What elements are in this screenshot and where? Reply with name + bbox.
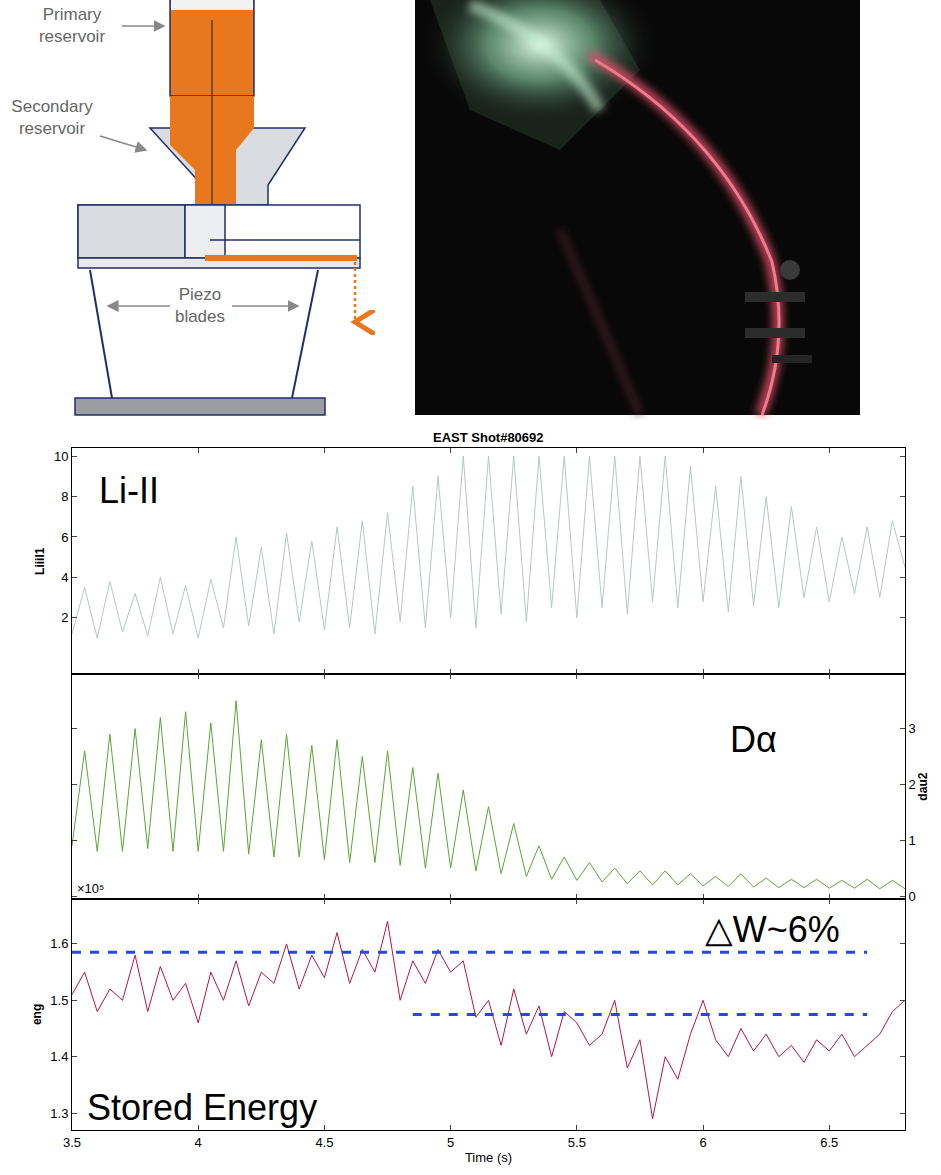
svg-text:Stored Energy: Stored Energy [87,1087,317,1128]
svg-text:△W~6%: △W~6% [705,909,840,950]
svg-text:1.5: 1.5 [50,993,68,1008]
svg-text:Liiil1: Liiil1 [33,547,47,575]
svg-text:1.3: 1.3 [50,1106,68,1121]
svg-text:Dα: Dα [730,719,777,760]
svg-text:4: 4 [61,570,68,585]
svg-text:×10⁵: ×10⁵ [77,881,104,896]
svg-text:6: 6 [61,530,68,545]
svg-text:EAST Shot#80692: EAST Shot#80692 [433,430,544,445]
svg-text:1: 1 [909,833,916,848]
svg-text:eng: eng [30,1004,44,1025]
svg-text:6: 6 [699,1135,706,1150]
svg-text:5: 5 [447,1135,454,1150]
svg-text:Time (s): Time (s) [465,1150,512,1165]
svg-text:1.4: 1.4 [50,1049,68,1064]
svg-text:5.5: 5.5 [568,1135,586,1150]
svg-text:2: 2 [909,777,916,792]
svg-text:3: 3 [909,721,916,736]
svg-text:Piezoblades: Piezoblades [175,285,225,326]
svg-text:10: 10 [54,449,68,464]
svg-text:3.5: 3.5 [63,1135,81,1150]
svg-text:2: 2 [61,610,68,625]
svg-text:4.5: 4.5 [315,1135,333,1150]
svg-text:dau2: dau2 [916,772,930,800]
svg-text:Primaryreservoir: Primaryreservoir [39,5,105,46]
svg-text:Li-II: Li-II [99,470,159,511]
svg-text:Secondaryreservoir: Secondaryreservoir [11,97,93,138]
svg-text:4: 4 [195,1135,202,1150]
svg-text:8: 8 [61,489,68,504]
svg-text:1.6: 1.6 [50,936,68,951]
svg-text:6.5: 6.5 [820,1135,838,1150]
svg-text:0: 0 [909,889,916,904]
